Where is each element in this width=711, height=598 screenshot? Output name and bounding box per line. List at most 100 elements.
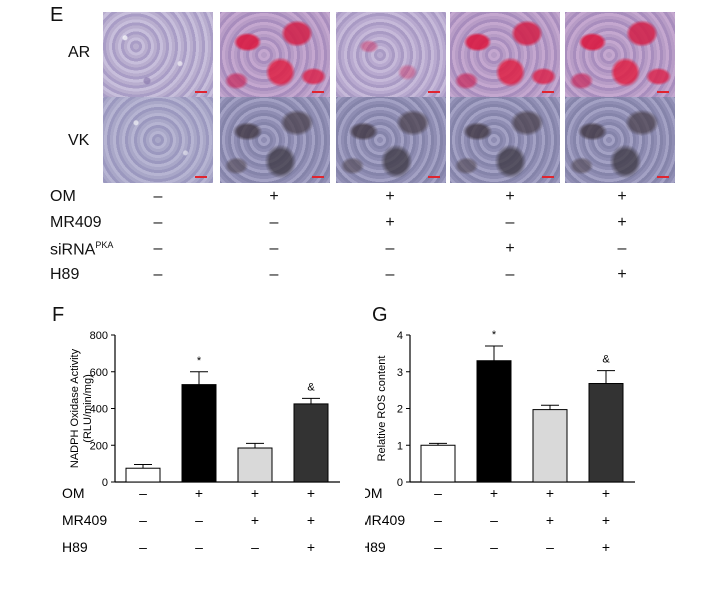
- scale-bar: [195, 91, 207, 93]
- y-tick-label: 0: [102, 477, 108, 489]
- condition-sign: +: [602, 512, 610, 528]
- scale-bar: [312, 176, 324, 178]
- bar: [420, 444, 456, 483]
- micrograph-vk-4: [450, 97, 560, 183]
- condition-sign: –: [139, 485, 147, 501]
- nadph-oxidase-chart: 0 200 400 600 800 NADPH Oxidase Activity (RLU/…: [62, 330, 340, 555]
- y-tick-label: 200: [90, 440, 108, 452]
- significance-marker: *: [197, 355, 202, 367]
- condition-label: H89: [365, 539, 386, 555]
- y-axis-label: (RLU/min/mg): [82, 374, 94, 442]
- micrograph-vk-1: [103, 97, 213, 183]
- condition-label-om: OM: [50, 188, 76, 205]
- scale-bar: [428, 176, 440, 178]
- condition-sign: +: [307, 485, 315, 501]
- condition-sign: –: [505, 214, 515, 231]
- condition-sign: –: [139, 539, 147, 555]
- condition-sign: –: [269, 214, 279, 231]
- condition-sign: –: [153, 188, 163, 205]
- condition-sign: +: [385, 188, 395, 205]
- y-axis-label: Relative ROS content: [376, 356, 388, 462]
- bar: [476, 360, 512, 483]
- condition-sign: –: [195, 539, 203, 555]
- condition-sign: –: [269, 240, 279, 257]
- bar: [181, 384, 217, 483]
- bar: [125, 467, 161, 483]
- bar: [237, 447, 273, 483]
- micrograph-ar-2: [220, 12, 330, 98]
- scale-bar: [657, 176, 669, 178]
- micrograph-vk-2: [220, 97, 330, 183]
- significance-marker: &: [307, 381, 315, 393]
- significance-marker: &: [602, 354, 610, 366]
- y-tick-label: 800: [90, 330, 108, 342]
- condition-sign: –: [385, 240, 395, 257]
- scale-bar: [657, 91, 669, 93]
- condition-sign: –: [153, 266, 163, 283]
- condition-sign: +: [602, 485, 610, 501]
- bar: [293, 403, 329, 483]
- condition-sign: +: [546, 512, 554, 528]
- condition-label-sirna: siRNAPKA: [50, 240, 114, 259]
- micrograph-ar-5: [565, 12, 675, 98]
- condition-sign: –: [505, 266, 515, 283]
- y-tick-label: 600: [90, 367, 108, 379]
- y-tick-label: 1: [397, 440, 403, 452]
- ros-content-chart: 0 1 2 3 4 Relative ROS content * & OM – + + + MR409 – –…: [365, 329, 635, 555]
- condition-label-mr409: MR409: [50, 214, 102, 231]
- condition-sign: +: [617, 266, 627, 283]
- condition-sign: –: [269, 266, 279, 283]
- condition-sign: +: [307, 539, 315, 555]
- y-tick-label: 2: [397, 404, 403, 416]
- condition-sign: +: [490, 485, 498, 501]
- condition-sign: –: [434, 485, 442, 501]
- condition-sign: –: [195, 512, 203, 528]
- condition-label-h89: H89: [50, 266, 80, 283]
- scale-bar: [542, 176, 554, 178]
- micrograph-ar-1: [103, 12, 213, 98]
- condition-sign: –: [546, 539, 554, 555]
- y-tick-label: 400: [90, 404, 108, 416]
- scale-bar: [542, 91, 554, 93]
- condition-sign: +: [307, 512, 315, 528]
- condition-sign: +: [505, 240, 515, 257]
- y-axis-label: NADPH Oxidase Activity: [69, 348, 81, 468]
- micrograph-vk-5: [565, 97, 675, 183]
- panel-f-letter: F: [52, 304, 65, 326]
- condition-sign: –: [490, 539, 498, 555]
- condition-label: H89: [62, 539, 88, 555]
- bar: [588, 383, 624, 483]
- condition-sign: –: [617, 240, 627, 257]
- condition-sign: –: [153, 240, 163, 257]
- micrograph-vk-3: [336, 97, 446, 183]
- condition-label: MR409: [365, 512, 405, 528]
- row-label-vk: VK: [68, 132, 90, 149]
- condition-label: OM: [365, 485, 383, 501]
- panel-e-letter: E: [50, 4, 64, 26]
- condition-label: MR409: [62, 512, 107, 528]
- y-tick-label: 0: [397, 477, 403, 489]
- condition-sign: +: [251, 485, 259, 501]
- condition-label: OM: [62, 485, 85, 501]
- micrograph-ar-3: [336, 12, 446, 98]
- condition-sign: +: [195, 485, 203, 501]
- condition-sign: +: [546, 485, 554, 501]
- condition-sign: +: [385, 214, 395, 231]
- condition-sign: +: [251, 512, 259, 528]
- condition-sign: +: [602, 539, 610, 555]
- condition-sign: +: [617, 188, 627, 205]
- condition-sign: –: [385, 266, 395, 283]
- y-tick-label: 3: [397, 367, 403, 379]
- y-tick-label: 4: [397, 330, 403, 342]
- condition-sign: –: [434, 512, 442, 528]
- panel-g-letter: G: [372, 304, 388, 326]
- scale-bar: [428, 91, 440, 93]
- row-label-ar: AR: [68, 44, 91, 61]
- micrograph-ar-4: [450, 12, 560, 98]
- condition-sign: –: [490, 512, 498, 528]
- scale-bar: [195, 176, 207, 178]
- condition-sign: +: [617, 214, 627, 231]
- condition-superscript: PKA: [95, 240, 114, 250]
- condition-sign: –: [434, 539, 442, 555]
- condition-sign: –: [251, 539, 259, 555]
